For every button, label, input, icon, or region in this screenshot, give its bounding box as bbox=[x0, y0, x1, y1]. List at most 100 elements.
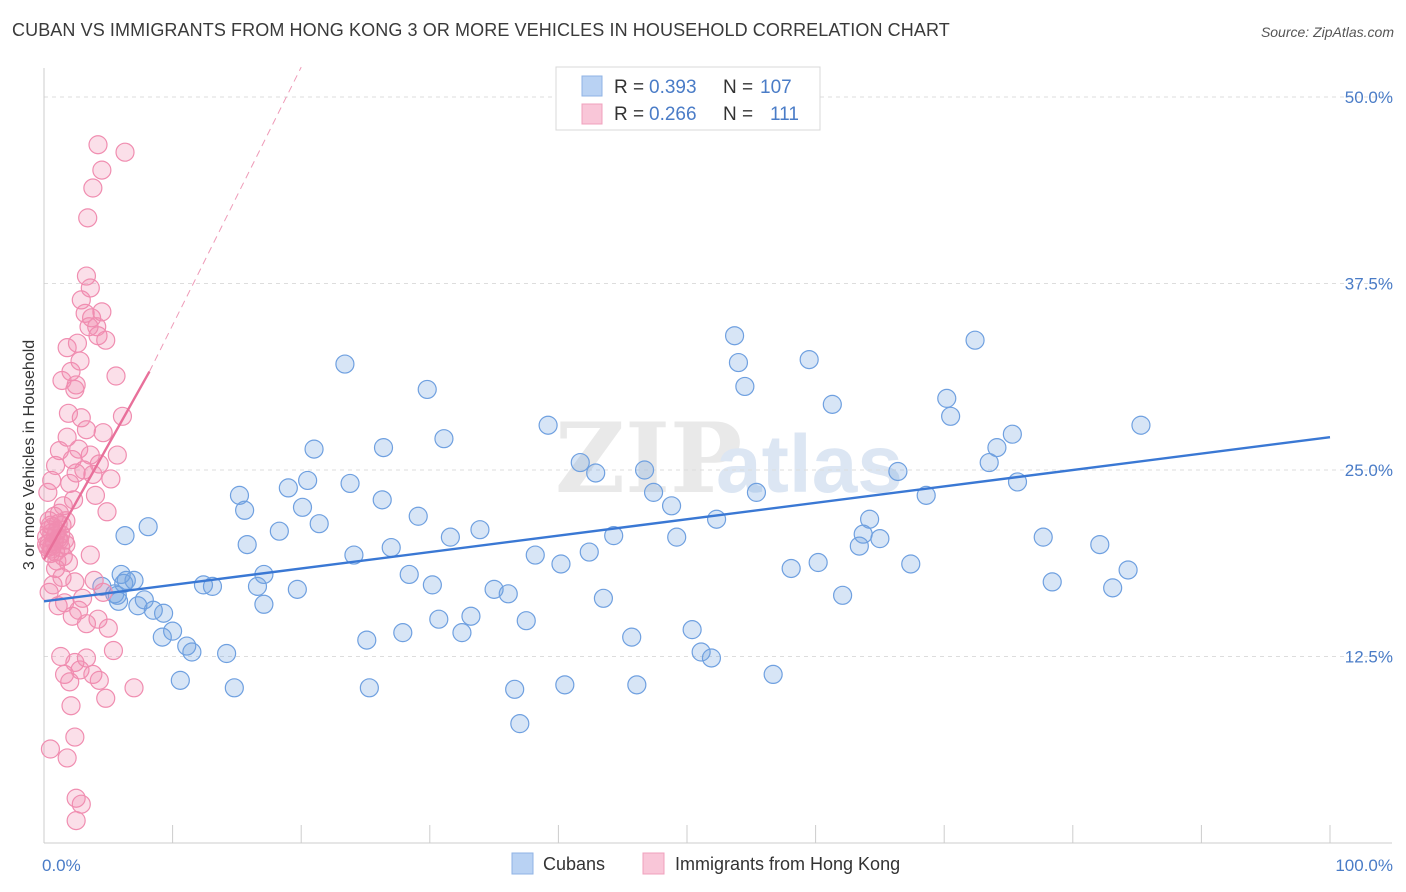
cubans-point-81 bbox=[735, 376, 755, 397]
cubans-point-27 bbox=[254, 594, 274, 614]
hongkong-point-62 bbox=[76, 266, 97, 286]
hongkong-point-24 bbox=[38, 482, 58, 502]
cubans-point-74 bbox=[667, 527, 687, 547]
cubans-point-36 bbox=[335, 354, 355, 374]
cubans-point-20 bbox=[202, 576, 223, 596]
cubans-point-85 bbox=[799, 349, 819, 370]
hongkong-point-96 bbox=[96, 688, 116, 708]
hongkong-trend-line bbox=[42, 370, 151, 561]
cubans-point-63 bbox=[555, 675, 575, 695]
cubans-point-37 bbox=[340, 473, 360, 494]
hongkong-point-64 bbox=[87, 317, 107, 337]
legend-swatch-hongkong bbox=[581, 103, 603, 125]
series-legend: Cubans Immigrants from Hong Kong bbox=[511, 852, 900, 875]
cubans-point-72 bbox=[643, 482, 664, 502]
cubans-point-41 bbox=[372, 490, 392, 510]
hongkong-points bbox=[36, 135, 144, 831]
cubans-point-14 bbox=[152, 627, 172, 647]
hongkong-point-56 bbox=[92, 302, 112, 322]
trend-lines bbox=[42, 66, 1331, 603]
cubans-point-47 bbox=[417, 379, 437, 400]
cubans-point-79 bbox=[724, 326, 745, 346]
cubans-point-46 bbox=[408, 506, 428, 526]
cubans-point-38 bbox=[344, 545, 364, 565]
hongkong-point-20 bbox=[53, 496, 73, 516]
cubans-point-93 bbox=[888, 461, 908, 482]
cubans-point-60 bbox=[525, 545, 545, 565]
hongkong-trend-extension bbox=[149, 66, 302, 372]
hongkong-point-104 bbox=[66, 811, 86, 831]
hongkong-point-66 bbox=[83, 178, 103, 198]
watermark-zip: ZIP bbox=[555, 402, 742, 515]
hongkong-point-33 bbox=[69, 439, 89, 459]
hongkong-point-92 bbox=[70, 660, 90, 680]
hongkong-point-43 bbox=[101, 469, 121, 489]
bottom-legend-label-cubans: Cubans bbox=[543, 854, 605, 874]
bottom-legend-swatch-hongkong bbox=[642, 852, 665, 875]
cubans-point-49 bbox=[429, 609, 449, 629]
cubans-trend-line bbox=[43, 435, 1331, 603]
hongkong-point-98 bbox=[61, 696, 81, 716]
cubans-point-107 bbox=[1118, 560, 1138, 580]
cubans-point-40 bbox=[359, 678, 379, 698]
cubans-point-32 bbox=[292, 497, 313, 517]
cubans-point-66 bbox=[586, 463, 606, 483]
hongkong-point-69 bbox=[115, 142, 135, 162]
cubans-point-89 bbox=[849, 536, 869, 556]
cubans-point-25 bbox=[237, 534, 257, 555]
cubans-point-96 bbox=[937, 388, 957, 408]
cubans-point-59 bbox=[516, 611, 536, 631]
cubans-point-48 bbox=[422, 575, 442, 595]
hongkong-point-26 bbox=[45, 455, 66, 476]
hongkong-point-34 bbox=[71, 408, 91, 428]
cubans-point-67 bbox=[593, 588, 614, 608]
hongkong-point-28 bbox=[57, 427, 77, 447]
y-tick-label-3: 50.0% bbox=[1345, 88, 1393, 107]
hongkong-point-67 bbox=[88, 135, 108, 155]
cubans-points bbox=[92, 326, 1151, 734]
cubans-point-98 bbox=[965, 330, 985, 350]
cubans-point-94 bbox=[901, 554, 921, 574]
cubans-point-15 bbox=[163, 621, 183, 641]
x-tick-marks bbox=[43, 825, 1331, 843]
cubans-point-92 bbox=[870, 529, 890, 549]
cubans-point-50 bbox=[434, 429, 454, 449]
hongkong-point-101 bbox=[57, 748, 77, 768]
chart-title: CUBAN VS IMMIGRANTS FROM HONG KONG 3 OR … bbox=[12, 20, 950, 40]
hongkong-point-100 bbox=[40, 739, 61, 759]
y-axis-label: 3 or more Vehicles in Household bbox=[21, 340, 38, 570]
cubans-point-58 bbox=[510, 714, 530, 734]
cubans-point-21 bbox=[217, 643, 237, 664]
bottom-legend-swatch-cubans bbox=[511, 852, 534, 875]
bottom-legend-label-hongkong: Immigrants from Hong Kong bbox=[675, 854, 900, 874]
legend-n-value-cubans: 107 bbox=[760, 77, 792, 98]
cubans-point-13 bbox=[153, 603, 174, 623]
hongkong-point-50 bbox=[67, 333, 88, 353]
cubans-point-43 bbox=[381, 537, 401, 558]
hongkong-point-57 bbox=[96, 330, 116, 350]
hongkong-point-63 bbox=[80, 278, 100, 298]
cubans-point-33 bbox=[298, 470, 318, 491]
hongkong-point-110 bbox=[39, 511, 59, 531]
cubans-point-64 bbox=[570, 452, 590, 473]
hongkong-point-68 bbox=[92, 160, 112, 180]
hongkong-point-39 bbox=[85, 485, 106, 505]
y-tick-label-1: 25.0% bbox=[1345, 461, 1393, 480]
cubans-point-23 bbox=[235, 500, 255, 520]
cubans-point-99 bbox=[979, 452, 999, 473]
hongkong-point-65 bbox=[78, 208, 98, 228]
hongkong-point-59 bbox=[58, 403, 79, 423]
cubans-point-8 bbox=[115, 526, 135, 546]
cubans-point-106 bbox=[1103, 578, 1123, 598]
cubans-point-73 bbox=[661, 496, 682, 516]
cubans-point-75 bbox=[682, 620, 702, 640]
y-tick-label-0: 12.5% bbox=[1345, 648, 1393, 667]
legend-n-label-hongkong: N = bbox=[723, 104, 753, 125]
cubans-point-34 bbox=[304, 439, 324, 459]
cubans-point-26 bbox=[247, 576, 268, 596]
hongkong-point-36 bbox=[76, 420, 97, 440]
cubans-point-9 bbox=[138, 517, 158, 537]
cubans-point-80 bbox=[728, 352, 749, 373]
hongkong-point-93 bbox=[76, 648, 97, 668]
cubans-point-6 bbox=[116, 570, 136, 591]
